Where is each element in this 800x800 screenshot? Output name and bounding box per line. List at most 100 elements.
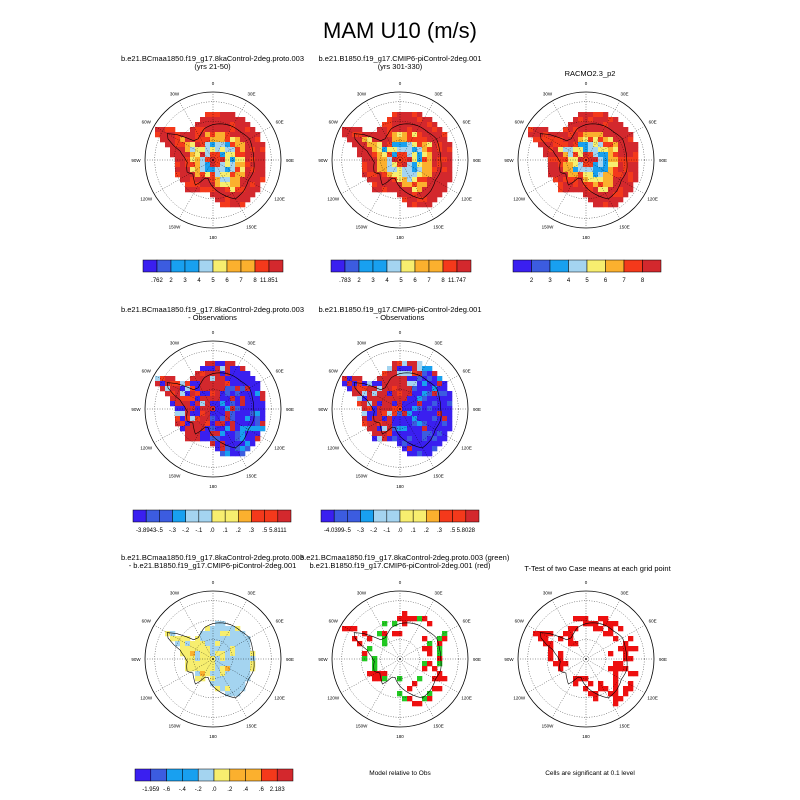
grid-cell <box>432 411 438 417</box>
grid-cell <box>175 641 181 647</box>
grid-cell <box>195 177 201 183</box>
grid-cell <box>255 436 261 442</box>
grid-cell <box>417 112 423 118</box>
grid-cell <box>442 162 448 168</box>
grid-cell <box>205 396 211 402</box>
grid-cell <box>240 162 246 168</box>
grid-cell <box>367 391 373 397</box>
lon-label: 150W <box>169 225 182 230</box>
grid-cell <box>407 202 413 208</box>
grid-cell <box>437 421 443 427</box>
grid-cell <box>432 441 438 447</box>
grid-cell <box>230 681 236 687</box>
grid-cell <box>210 676 216 682</box>
grid-cell <box>573 182 579 188</box>
grid-cell <box>417 122 423 128</box>
grid-cell <box>230 436 236 442</box>
grid-cell <box>352 626 358 632</box>
grid-cell <box>588 152 594 158</box>
grid-cell <box>175 416 181 422</box>
grid-cell <box>225 641 231 647</box>
grid-cell <box>382 386 388 392</box>
colorbar-tick-label: -.6 <box>163 787 171 793</box>
grid-cell <box>392 177 398 183</box>
grid-cell <box>533 132 539 138</box>
map-border <box>517 91 655 229</box>
lon-label: 0 <box>212 330 215 335</box>
grid-cell <box>382 172 388 178</box>
grid-cell <box>235 162 241 168</box>
colorbar-box <box>414 259 430 273</box>
grid-cell <box>377 406 383 412</box>
grid-cell <box>377 177 383 183</box>
grid-cell <box>402 696 408 702</box>
grid-cell <box>362 406 368 412</box>
grid-cell <box>255 411 261 417</box>
grid-cell <box>215 381 221 387</box>
grid-cell <box>588 177 594 183</box>
grid-cell <box>260 406 266 412</box>
grid-cell <box>220 202 226 208</box>
grid-cell <box>215 421 221 427</box>
grid-cell <box>588 137 594 143</box>
grid-cell <box>235 132 241 138</box>
grid-cell <box>225 401 231 407</box>
grid-cell <box>613 187 619 193</box>
colorbar-tick-label: 3 <box>183 278 187 284</box>
grid-cell <box>623 187 629 193</box>
grid-cell <box>603 192 609 198</box>
grid-cell <box>422 441 428 447</box>
grid-cell <box>250 406 256 412</box>
colorbar-box <box>184 259 200 273</box>
grid-cell <box>195 182 201 188</box>
map-border <box>144 91 282 229</box>
lon-label: 90W <box>131 657 141 662</box>
grid-cell <box>230 366 236 372</box>
grid-cell <box>190 421 196 427</box>
grid-cell <box>422 152 428 158</box>
grid-cell <box>583 142 589 148</box>
grid-cell <box>190 386 196 392</box>
colorbar-box <box>182 768 199 782</box>
grid-cell <box>583 132 589 138</box>
grid-cell <box>205 401 211 407</box>
grid-cell <box>392 416 398 422</box>
grid-cell <box>205 142 211 148</box>
grid-cell <box>422 636 428 642</box>
grid-cell <box>583 177 589 183</box>
grid-cell <box>618 661 624 667</box>
grid-cell <box>392 411 398 417</box>
grid-cell <box>230 426 236 432</box>
grid-cell <box>623 152 629 158</box>
grid-cell <box>568 142 574 148</box>
grid-cell <box>215 646 221 652</box>
grid-cell <box>407 451 413 457</box>
grid-cell <box>190 396 196 402</box>
grid-cell <box>367 167 373 173</box>
grid-cell <box>447 162 453 168</box>
lon-label: 30E <box>434 340 442 345</box>
colorbar-box <box>251 509 265 523</box>
colorbar-box <box>605 259 625 273</box>
colorbar-box <box>185 509 200 523</box>
grid-cell <box>447 177 453 183</box>
grid-cell <box>397 182 403 188</box>
grid-cell <box>225 197 231 203</box>
grid-cell <box>432 197 438 203</box>
grid-cell <box>402 182 408 188</box>
grid-cell <box>245 132 251 138</box>
grid-cell <box>225 192 231 198</box>
grid-cell <box>432 686 438 692</box>
grid-cell <box>618 666 624 672</box>
grid-cell <box>437 676 443 682</box>
grid-cell <box>412 436 418 442</box>
grid-cell <box>563 172 569 178</box>
grid-cell <box>225 172 231 178</box>
grid-cell <box>387 371 393 377</box>
grid-cell <box>447 142 453 148</box>
grid-cell <box>563 177 569 183</box>
colorbar-box <box>132 509 147 523</box>
grid-cell <box>190 641 196 647</box>
grid-cell <box>205 431 211 437</box>
grid-cell <box>220 671 226 677</box>
